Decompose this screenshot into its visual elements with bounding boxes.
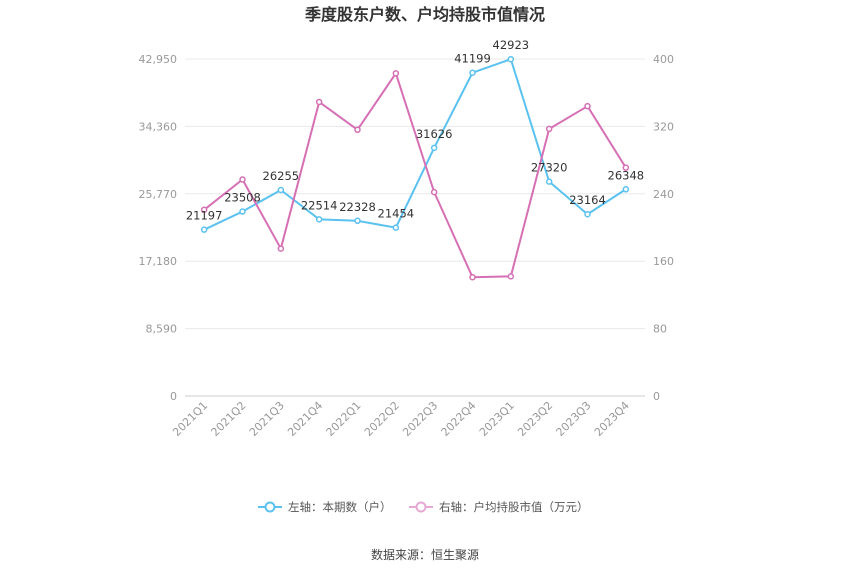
- data-point-left[interactable]: [622, 186, 630, 193]
- chart-title: 季度股东户数、户均持股市值情况: [304, 5, 545, 24]
- source-note: 数据来源：恒生聚源: [371, 547, 479, 562]
- x-tick-label: 2023Q4: [592, 399, 632, 439]
- data-point-right[interactable]: [507, 273, 515, 280]
- data-point-right[interactable]: [430, 188, 438, 196]
- x-tick-label: 2023Q1: [477, 399, 517, 439]
- x-axis: 2021Q12021Q22021Q32021Q42022Q12022Q22022…: [170, 399, 632, 439]
- data-point-left[interactable]: [200, 226, 208, 233]
- data-label: 21197: [186, 209, 223, 223]
- legend-label-left: 左轴：本期数（户）: [288, 500, 392, 514]
- grid-lines: [185, 58, 645, 397]
- data-point-right[interactable]: [315, 98, 323, 106]
- data-point-left[interactable]: [239, 208, 246, 215]
- data-label: 23164: [569, 193, 606, 207]
- y-left-tick-label: 17,180: [139, 255, 178, 268]
- data-label: 22328: [339, 200, 376, 214]
- legend-marker-left: [264, 501, 276, 513]
- data-label: 41199: [454, 52, 491, 66]
- data-point-right[interactable]: [469, 273, 476, 281]
- data-point-left[interactable]: [277, 186, 285, 194]
- data-label: 26348: [608, 168, 645, 182]
- data-label: 31626: [416, 127, 453, 141]
- series-line-right: [203, 72, 627, 279]
- legend-item-left-series[interactable]: 左轴：本期数（户）: [258, 500, 392, 514]
- y-right-tick-label: 240: [653, 188, 674, 201]
- data-point-right[interactable]: [545, 125, 553, 133]
- legend: 左轴：本期数（户） 右轴：户均持股市值（万元）: [258, 500, 589, 514]
- data-point-left[interactable]: [507, 55, 515, 63]
- legend-item-right-series[interactable]: 右轴：户均持股市值（万元）: [409, 500, 589, 514]
- data-point-right[interactable]: [392, 70, 400, 77]
- data-point-left[interactable]: [315, 216, 323, 223]
- data-point-left[interactable]: [584, 210, 591, 218]
- x-tick-label: 2022Q3: [400, 399, 440, 439]
- series-layer: [200, 55, 630, 281]
- y-right-tick-label: 160: [653, 255, 674, 268]
- y-right-tick-label: 400: [653, 53, 674, 66]
- data-label: 21454: [378, 207, 415, 221]
- x-tick-label: 2021Q3: [247, 399, 287, 439]
- data-point-left[interactable]: [430, 144, 438, 152]
- data-point-left[interactable]: [469, 69, 476, 76]
- y-left-tick-label: 0: [170, 390, 177, 403]
- y-axis-left: 0 8,590 17,180 25,770 34,360 42,950: [139, 53, 178, 403]
- legend-label-right: 右轴：户均持股市值（万元）: [439, 500, 589, 514]
- y-right-tick-label: 0: [653, 390, 660, 403]
- x-tick-label: 2023Q2: [515, 399, 555, 439]
- data-point-right[interactable]: [277, 245, 285, 252]
- x-tick-label: 2023Q3: [554, 399, 594, 439]
- data-label: 27320: [531, 161, 568, 175]
- legend-marker-right: [415, 501, 427, 513]
- data-point-left[interactable]: [354, 217, 361, 225]
- x-tick-label: 2021Q4: [285, 399, 325, 439]
- y-left-tick-label: 8,590: [146, 323, 178, 336]
- data-point-right[interactable]: [200, 206, 208, 214]
- data-point-left[interactable]: [392, 224, 400, 231]
- y-left-tick-label: 34,360: [139, 120, 178, 133]
- data-point-right[interactable]: [239, 176, 246, 183]
- x-tick-label: 2022Q4: [439, 399, 479, 439]
- data-label: 26255: [263, 169, 300, 183]
- data-label: 23508: [224, 191, 261, 205]
- series-line-left: [203, 58, 627, 231]
- data-point-right[interactable]: [622, 164, 630, 171]
- y-axis-right: 0 80 160 240 320 400: [653, 53, 674, 403]
- x-tick-label: 2021Q2: [209, 399, 249, 439]
- data-label: 42923: [493, 38, 530, 52]
- y-left-tick-label: 25,770: [139, 188, 178, 201]
- x-tick-label: 2022Q2: [362, 399, 402, 439]
- x-tick-label: 2021Q1: [170, 399, 210, 439]
- data-point-right[interactable]: [354, 126, 361, 134]
- y-left-tick-label: 42,950: [139, 53, 178, 66]
- data-label: 22514: [301, 198, 338, 212]
- data-point-left[interactable]: [545, 178, 553, 185]
- x-tick-label: 2022Q1: [324, 399, 364, 439]
- y-right-tick-label: 320: [653, 120, 674, 133]
- y-right-tick-label: 80: [653, 323, 667, 336]
- data-point-right[interactable]: [584, 102, 591, 110]
